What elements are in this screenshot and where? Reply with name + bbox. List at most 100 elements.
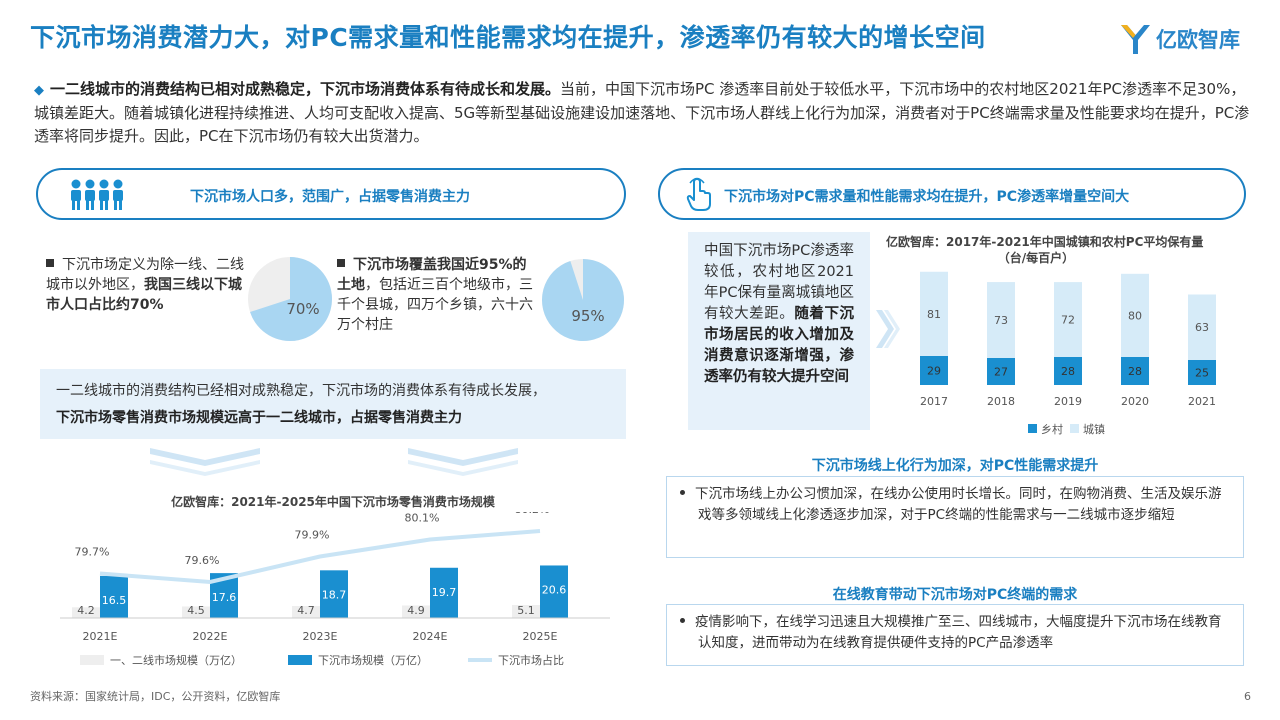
retail-share-label: 80.1% (405, 512, 440, 525)
legend-swatch-urban (1070, 424, 1079, 433)
retail-chart-title: 亿欧智库：2021年-2025年中国下沉市场零售消费市场规模 (171, 495, 495, 509)
online-education-text: 疫情影响下，在线学习迅速且大规模推广至三、四线城市，大幅度提升下沉市场在线教育认… (680, 612, 1230, 654)
square-bullet-icon (46, 259, 54, 267)
callout-bold: 随着下沉市场居民的收入增加及消费意识逐渐增强，渗透率仍有较大提升空间 (704, 306, 855, 385)
pc-value-label-rural: 27 (994, 366, 1008, 379)
legend-label-rural: 乡村 (1041, 422, 1063, 436)
down-chevron-icon (150, 448, 260, 476)
retail-category-label: 2025E (523, 630, 558, 643)
population-bullet-text: 下沉市场定义为除一线、二线城市以外地区， (46, 257, 244, 293)
pc-bar-rural (1121, 357, 1149, 385)
people-icon (71, 179, 123, 210)
retail-bar-tier12 (292, 606, 320, 618)
retail-category-label: 2024E (413, 630, 448, 643)
pc-chart-title: 亿欧智库：2017年-2021年中国城镇和农村PC平均保有量 (886, 235, 1204, 249)
pc-legend: 乡村 城镇 (1028, 422, 1105, 436)
legend-swatch-share (468, 658, 492, 662)
left-panel-title: 下沉市场人口多，范围广，占据零售消费主力 (190, 189, 470, 205)
summary-line-1: 一二线城市的消费结构已经相对成熟稳定，下沉市场的消费体系有待成长发展， (56, 383, 546, 399)
online-behavior-box (666, 476, 1244, 558)
callout-plain: 中国下沉市场PC渗透率较低，农村地区2021年PC保有量离城镇地区有较大差距。 (704, 243, 854, 322)
retail-value-label-tier12: 4.9 (407, 604, 425, 617)
brand-name: 亿欧智库 (1156, 28, 1240, 52)
retail-bar-lowtier (100, 575, 128, 618)
summary-band (40, 369, 626, 439)
territory-bullet: 下沉市场覆盖我国近95%的土地，包括近三百个地级市，三千个县城，四万个乡镇，六十… (337, 255, 537, 335)
pc-value-label-rural: 28 (1128, 365, 1142, 378)
pc-bar-urban (1188, 294, 1216, 360)
pc-bar-urban (920, 271, 948, 356)
pc-category-label: 2017 (920, 395, 948, 408)
retail-category-label: 2021E (83, 630, 118, 643)
dot-bullet-icon (680, 490, 685, 495)
retail-bar-tier12 (182, 606, 210, 618)
intro-bold: 一二线城市的消费结构已相对成熟稳定，下沉市场消费体系有待成长和发展。 (50, 80, 561, 98)
territory-bullet-text: ，包括近三百个地级市，三千个县城，四万个乡镇，六十六万个村庄 (337, 277, 533, 333)
source-footer: 资料来源：国家统计局，IDC，公开资料，亿欧智库 (30, 690, 281, 703)
retail-value-label-lowtier: 18.7 (322, 588, 347, 601)
retail-category-label: 2023E (303, 630, 338, 643)
callout-box (688, 232, 870, 430)
right-panel-title: 下沉市场对PC需求量和性能需求均在提升，PC渗透率增量空间大 (724, 189, 1130, 205)
pie2-main-slice (542, 259, 624, 341)
legend-label-share: 下沉市场占比 (498, 653, 564, 667)
online-education-box (666, 604, 1244, 666)
territory-bullet-bold: 下沉市场覆盖我国近95%的土地 (337, 257, 527, 293)
retail-share-label: 79.6% (185, 554, 220, 567)
pc-bar-rural (1054, 357, 1082, 385)
down-chevron-icon (408, 448, 518, 476)
left-panel-header: 下沉市场人口多，范围广，占据零售消费主力 (36, 168, 626, 220)
callout-text: 中国下沉市场PC渗透率较低，农村地区2021年PC保有量离城镇地区有较大差距。随… (704, 241, 854, 388)
legend-label-tier12: 一、二线市场规模（万亿） (110, 653, 242, 667)
brand-logo-icon (1121, 25, 1150, 54)
retail-value-label-lowtier: 17.6 (212, 591, 237, 604)
touch-hand-icon (686, 177, 711, 211)
right-arrow-icon (876, 310, 900, 348)
population-bullet: 下沉市场定义为除一线、二线城市以外地区，我国三线以下城市人口占比约70% (46, 255, 246, 315)
retail-bar-tier12 (72, 607, 100, 618)
retail-value-label-tier12: 5.1 (517, 604, 535, 617)
population-pie-chart: 70% (248, 257, 332, 341)
square-bullet-icon (337, 259, 345, 267)
pc-value-label-rural: 28 (1061, 365, 1075, 378)
pc-chart-subtitle: （台/每百户） (997, 251, 1075, 265)
legend-swatch-lowtier (288, 655, 312, 665)
page-title: 下沉市场消费潜力大，对PC需求量和性能需求均在提升，渗透率仍有较大的增长空间 (30, 23, 986, 52)
brand-logo: 亿欧智库 (1118, 22, 1258, 56)
retail-value-label-tier12: 4.5 (187, 604, 205, 617)
retail-bar-lowtier (430, 567, 458, 618)
pc-value-label-urban: 80 (1128, 309, 1142, 322)
summary-line-2: 下沉市场零售消费市场规模远高于一二线城市，占据零售消费主力 (56, 410, 462, 426)
pc-value-label-rural: 29 (927, 365, 941, 378)
legend-label-urban: 城镇 (1083, 422, 1105, 436)
pc-bar-urban (1054, 282, 1082, 357)
pc-value-label-urban: 73 (994, 314, 1008, 327)
retail-value-label-tier12: 4.2 (77, 604, 95, 617)
intro-text: 当前，中国下沉市场PC 渗透率目前处于较低水平，下沉市场中的农村地区2021年P… (34, 80, 1250, 145)
retail-category-label: 2022E (193, 630, 228, 643)
pc-bar-rural (920, 356, 948, 385)
online-behavior-content: 下沉市场线上办公习惯加深，在线办公使用时长增长。同时，在购物消费、生活及娱乐游戏… (695, 486, 1222, 523)
pc-category-label: 2019 (1054, 395, 1082, 408)
pc-bar-rural (1188, 360, 1216, 385)
retail-share-label: 79.7% (75, 546, 110, 559)
right-panel-header: 下沉市场对PC需求量和性能需求均在提升，PC渗透率增量空间大 (658, 168, 1246, 220)
retail-share-label: 79.9% (295, 529, 330, 542)
population-bullet-bold: 我国三线以下城市人口占比约70% (46, 277, 242, 313)
pc-bar-urban (1121, 273, 1149, 357)
online-behavior-heading: 下沉市场线上化行为加深，对PC性能需求提升 (811, 458, 1099, 474)
pc-category-label: 2021 (1188, 395, 1216, 408)
retail-market-chart: 4.2 16.5 2021E 79.7% 4.5 17.6 2022E 79.6% 4.7 18.… (60, 512, 610, 667)
retail-bar-lowtier (320, 570, 348, 618)
pc-ownership-chart: 29 81 2017 27 73 2018 28 72 2019 28 80 2020 25 63 2021… (920, 271, 1216, 436)
legend-label-lowtier: 下沉市场规模（万亿） (318, 653, 428, 667)
dot-bullet-icon (680, 618, 685, 623)
pc-value-label-urban: 63 (1195, 321, 1209, 334)
pc-category-label: 2018 (987, 395, 1015, 408)
pie1-main-slice (250, 257, 332, 341)
retail-value-label-lowtier: 20.6 (542, 583, 567, 596)
retail-share-line (99, 529, 541, 585)
pc-bar-urban (987, 282, 1015, 358)
pie1-value-label: 70% (286, 300, 319, 318)
legend-swatch-tier12 (80, 655, 104, 665)
